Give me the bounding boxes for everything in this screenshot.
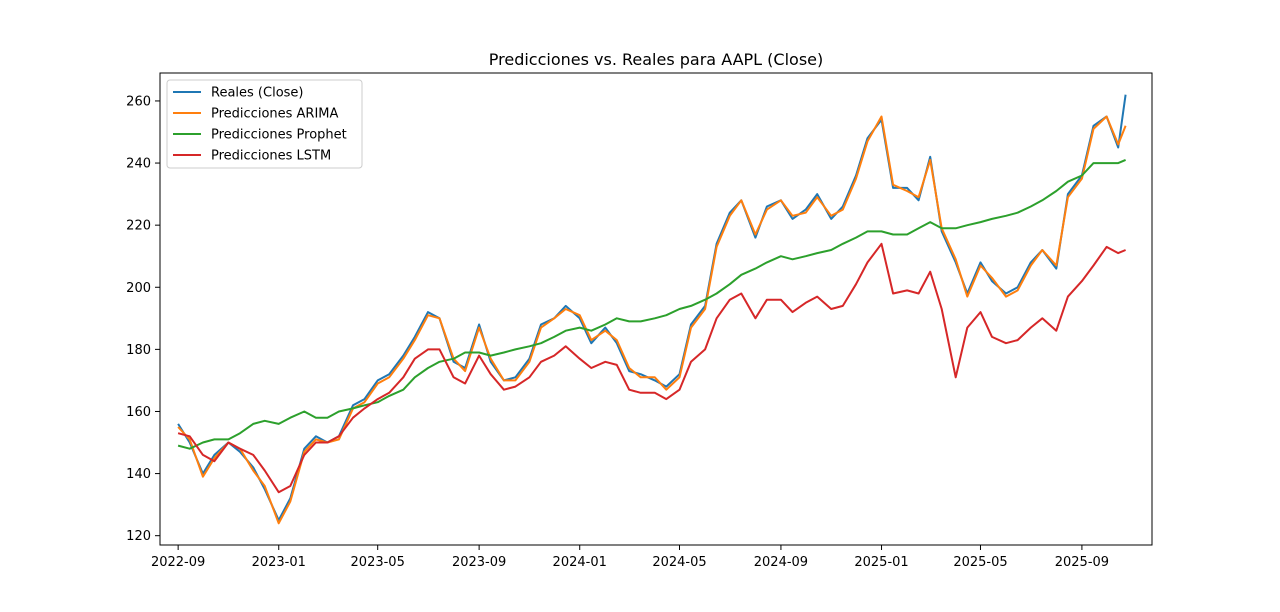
legend: Reales (Close) Predicciones ARIMA Predicci… bbox=[166, 79, 363, 169]
y-tick-label: 260 bbox=[126, 94, 151, 109]
y-axis: 120 140 160 180 200 220 240 260 bbox=[126, 94, 160, 544]
x-tick-label: 2024-05 bbox=[652, 555, 706, 570]
plot-frame bbox=[159, 72, 1153, 546]
x-tick-label: 2023-01 bbox=[252, 555, 306, 570]
y-tick-label: 220 bbox=[126, 219, 151, 234]
x-tick-label: 2023-09 bbox=[452, 555, 506, 570]
x-tick-label: 2025-05 bbox=[953, 555, 1007, 570]
series-layer bbox=[177, 94, 1127, 525]
chart-title: Predicciones vs. Reales para AAPL (Close… bbox=[489, 50, 824, 69]
series-line-predicciones-arima bbox=[177, 115, 1127, 525]
x-tick-label: 2025-01 bbox=[854, 555, 908, 570]
legend-label-predicciones-arima: Predicciones ARIMA bbox=[211, 107, 339, 122]
x-tick-label: 2024-09 bbox=[754, 555, 808, 570]
x-axis: 2022-09 2023-01 2023-05 2023-09 2024-01 2024-… bbox=[151, 545, 1109, 570]
legend-box bbox=[166, 79, 363, 169]
x-tick-label: 2024-01 bbox=[553, 555, 607, 570]
legend-label-predicciones-lstm: Predicciones LSTM bbox=[211, 149, 331, 164]
y-tick-label: 200 bbox=[126, 281, 151, 296]
x-tick-label: 2022-09 bbox=[151, 555, 205, 570]
legend-label-predicciones-prophet: Predicciones Prophet bbox=[211, 128, 347, 143]
x-tick-label: 2023-05 bbox=[351, 555, 405, 570]
legend-label-reales-close: Reales (Close) bbox=[211, 86, 304, 101]
series-line-predicciones-prophet bbox=[177, 158, 1126, 450]
y-tick-label: 240 bbox=[126, 157, 151, 172]
y-tick-label: 160 bbox=[126, 405, 151, 420]
series-line-predicciones-lstm bbox=[177, 242, 1126, 494]
y-tick-label: 120 bbox=[126, 529, 151, 544]
y-tick-label: 140 bbox=[126, 467, 151, 482]
x-tick-label: 2025-09 bbox=[1055, 555, 1109, 570]
y-tick-label: 180 bbox=[126, 343, 151, 358]
